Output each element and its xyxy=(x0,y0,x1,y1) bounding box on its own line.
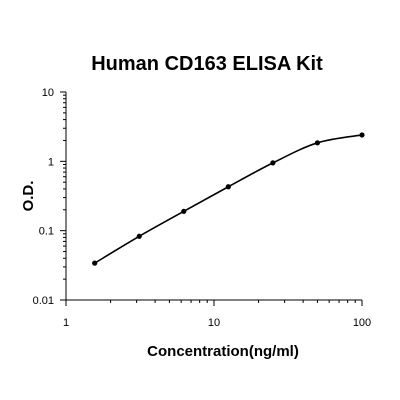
series-line xyxy=(94,134,363,264)
data-point xyxy=(225,184,231,190)
x-tick-label: 100 xyxy=(353,317,371,329)
data-point xyxy=(181,208,187,214)
data-point xyxy=(270,160,276,166)
y-tick-label: 0.1 xyxy=(39,226,54,238)
data-point xyxy=(314,140,321,146)
x-axis-label: Concentration(ng/ml) xyxy=(147,343,299,360)
y-tick-label: 1 xyxy=(48,156,54,168)
y-tick-label: 10 xyxy=(42,87,54,99)
plot-area: 1 10 100 0.01 0.1 1 10 xyxy=(33,87,372,329)
data-point xyxy=(136,233,142,239)
x-tick-label: 10 xyxy=(208,317,220,329)
data-point xyxy=(92,260,98,266)
x-tick-label: 1 xyxy=(63,317,69,329)
y-axis-label: O.D. xyxy=(20,181,37,212)
y-tick-label: 0.01 xyxy=(33,295,54,307)
chart-title: Human CD163 ELISA Kit xyxy=(91,53,323,75)
data-point xyxy=(359,132,365,138)
